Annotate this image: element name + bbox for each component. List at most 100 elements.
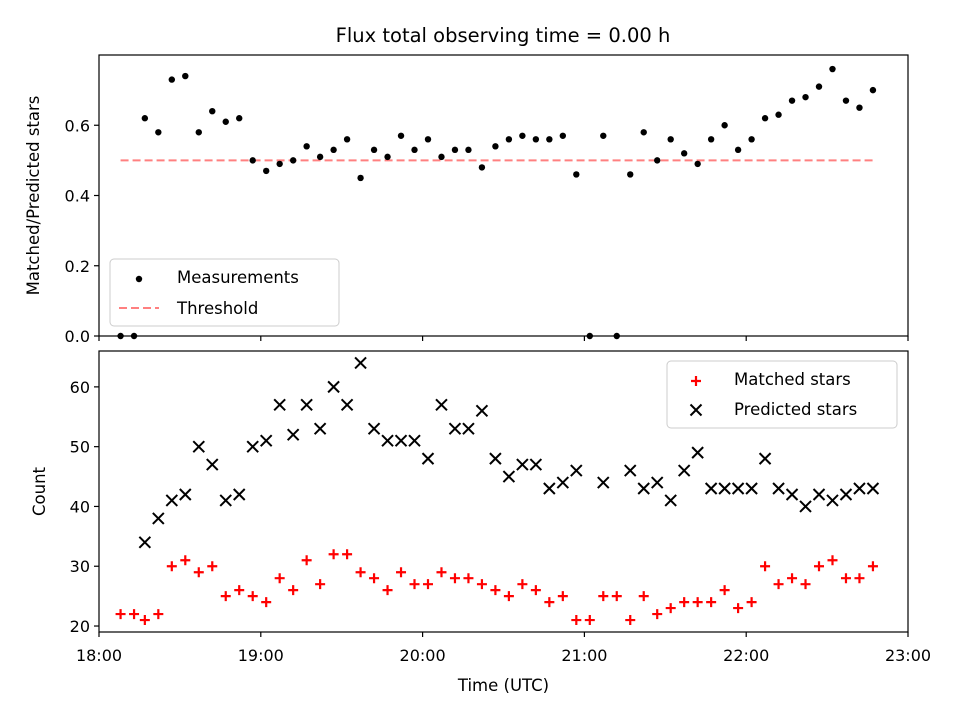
chart-title: Flux total observing time = 0.00 h	[336, 24, 671, 47]
predicted-star-point	[286, 428, 300, 441]
predicted-star-point	[354, 356, 367, 370]
measurement-point	[640, 129, 647, 136]
matched-star-point	[665, 603, 676, 614]
measurement-point	[505, 136, 513, 143]
bottom-y-tick-label: 20	[70, 617, 90, 636]
measurement-point	[303, 143, 310, 150]
matched-star-point	[733, 603, 744, 614]
predicted-star-point	[192, 440, 205, 453]
predicted-star-point	[772, 482, 785, 495]
measurement-point	[236, 115, 243, 122]
measurement-point	[573, 171, 580, 178]
x-axis-label: Time (UTC)	[457, 676, 549, 695]
predicted-star-point	[502, 470, 516, 483]
matched-star-point	[369, 573, 380, 584]
matched-star-point	[787, 573, 798, 584]
matched-star-point	[288, 585, 299, 596]
measurement-point	[815, 83, 823, 90]
measurement-point	[411, 146, 418, 154]
matched-star-point	[342, 549, 353, 560]
matched-star-point	[611, 591, 622, 602]
bottom-x-tick-label: 18:00	[76, 646, 122, 665]
top-y-axis-label: Matched/Predicted stars	[24, 96, 43, 296]
predicted-star-point	[691, 446, 704, 459]
measurement-point	[195, 129, 202, 136]
predicted-star-point	[462, 422, 475, 435]
top-legend: Measurements Threshold	[109, 258, 340, 327]
top-y-tick-label: 0.2	[65, 257, 90, 276]
measurement-point	[276, 160, 283, 168]
predicted-star-point	[165, 494, 179, 507]
predicted-star-point	[138, 536, 152, 549]
matched-star-point	[463, 573, 474, 584]
matched-star-point	[773, 579, 784, 590]
measurement-point	[761, 115, 769, 122]
top-y-tick-label: 0.4	[65, 187, 90, 206]
measurement-point	[465, 146, 472, 154]
legend-matched-marker	[691, 376, 701, 386]
measurement-point	[654, 157, 661, 164]
measurement-point	[721, 122, 728, 129]
predicted-star-point	[556, 476, 570, 489]
measurement-point	[478, 164, 486, 171]
predicted-star-point	[812, 488, 826, 501]
measurement-point	[424, 136, 432, 143]
predicted-star-point	[367, 422, 381, 435]
measurement-point	[627, 171, 634, 178]
legend-predicted-marker	[689, 403, 703, 417]
matched-star-point	[814, 561, 825, 572]
measurement-point	[600, 132, 607, 139]
matched-star-point	[261, 597, 272, 608]
measurement-point	[775, 111, 782, 118]
measurement-point	[209, 108, 216, 115]
bottom-y-axis-label: Count	[30, 466, 49, 516]
legend-measurements-label: Measurements	[177, 268, 299, 287]
matched-star-point	[719, 585, 730, 596]
measurement-point	[519, 132, 526, 139]
bottom-x-tick-label: 19:00	[238, 646, 284, 665]
measurement-point	[694, 160, 701, 168]
matched-star-point	[220, 591, 231, 602]
predicted-star-point	[179, 488, 192, 501]
predicted-star-point	[853, 482, 866, 495]
predicted-star-point	[394, 434, 408, 447]
matched-star-point	[139, 615, 150, 626]
measurement-point	[438, 153, 445, 161]
predicted-star-point	[826, 494, 839, 507]
matched-star-point	[409, 579, 420, 590]
bottom-legend-box	[666, 360, 898, 429]
measurement-point	[330, 146, 337, 154]
predicted-star-point	[233, 488, 246, 501]
predicted-star-point	[206, 458, 219, 471]
predicted-stars-series	[138, 356, 880, 549]
matched-star-point	[301, 555, 312, 566]
predicted-star-point	[637, 482, 650, 495]
predicted-star-point	[448, 422, 462, 435]
predicted-star-point	[597, 476, 610, 489]
matched-star-point	[436, 567, 447, 578]
bottom-y-tick-label: 60	[70, 378, 90, 397]
matched-star-point	[422, 579, 433, 590]
matched-star-point	[382, 585, 393, 596]
matched-star-point	[129, 609, 140, 620]
predicted-star-point	[529, 458, 543, 471]
matched-star-point	[193, 567, 204, 578]
predicted-star-point	[799, 500, 812, 513]
legend-threshold-label: Threshold	[176, 299, 258, 318]
bottom-axes-frame	[98, 350, 909, 633]
matched-star-point	[234, 585, 245, 596]
measurement-point	[262, 167, 270, 175]
predicted-star-point	[731, 482, 745, 495]
predicted-star-point	[758, 452, 772, 465]
matched-star-point	[867, 561, 878, 572]
bottom-x-tick-label: 22:00	[723, 646, 769, 665]
measurement-point	[869, 86, 877, 94]
matched-star-point	[840, 573, 851, 584]
matched-star-point	[207, 561, 218, 572]
predicted-star-point	[327, 380, 340, 394]
bottom-x-tick-label: 21:00	[561, 646, 607, 665]
predicted-star-point	[340, 398, 354, 412]
predicted-star-point	[313, 422, 327, 435]
predicted-star-point	[421, 452, 435, 465]
measurement-point	[559, 132, 567, 139]
